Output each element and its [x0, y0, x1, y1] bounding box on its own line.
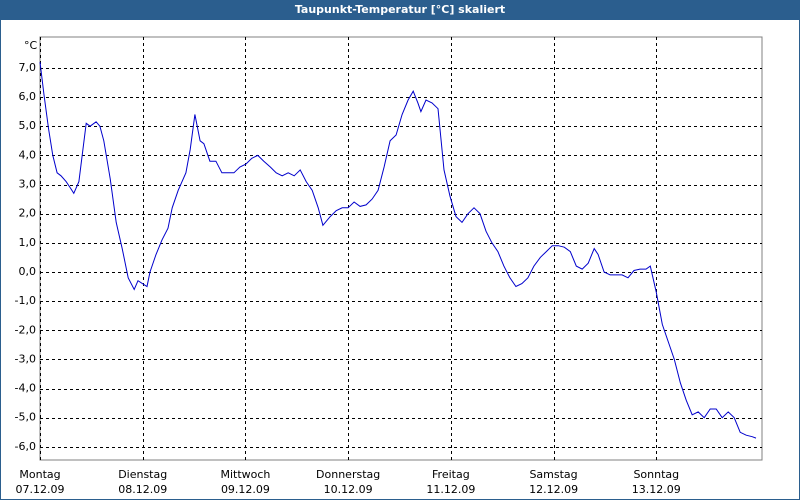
y-tick-label: -4,0 — [15, 382, 36, 395]
y-tick-label: -1,0 — [15, 294, 36, 307]
y-tick-label: 2,0 — [19, 207, 37, 220]
y-tick-label: 6,0 — [19, 90, 37, 103]
y-tick-label: 4,0 — [19, 148, 37, 161]
x-tick-label: Dienstag — [118, 468, 167, 481]
plot-area — [39, 36, 763, 461]
y-tick-label: 3,0 — [19, 178, 37, 191]
y-unit: °C — [24, 39, 38, 52]
title-bar — [0, 0, 800, 20]
y-tick-label: 7,0 — [19, 61, 37, 74]
x-tick-label: Montag — [19, 468, 60, 481]
x-tick-label: Samstag — [529, 468, 577, 481]
x-tick-date: 13.12.09 — [632, 483, 681, 496]
x-tick-label: Freitag — [432, 468, 470, 481]
x-tick-date: 10.12.09 — [324, 483, 373, 496]
x-tick-label: Sonntag — [633, 468, 679, 481]
x-tick-label: Donnerstag — [316, 468, 380, 481]
x-tick-date: 07.12.09 — [16, 483, 65, 496]
x-tick-date: 12.12.09 — [529, 483, 578, 496]
x-tick-date: 08.12.09 — [118, 483, 167, 496]
x-tick-label: Mittwoch — [220, 468, 270, 481]
x-tick-date: 11.12.09 — [426, 483, 475, 496]
y-tick-label: -3,0 — [15, 352, 36, 365]
y-tick-label: -6,0 — [15, 440, 36, 453]
y-tick-label: 0,0 — [19, 265, 37, 278]
x-tick-date: 09.12.09 — [221, 483, 270, 496]
y-tick-label: -5,0 — [15, 411, 36, 424]
y-tick-label: 5,0 — [19, 119, 37, 132]
y-tick-label: 1,0 — [19, 236, 37, 249]
y-tick-label: -2,0 — [15, 323, 36, 336]
data-line — [39, 62, 757, 439]
chart-title: Taupunkt-Temperatur [°C] skaliert — [295, 3, 505, 16]
